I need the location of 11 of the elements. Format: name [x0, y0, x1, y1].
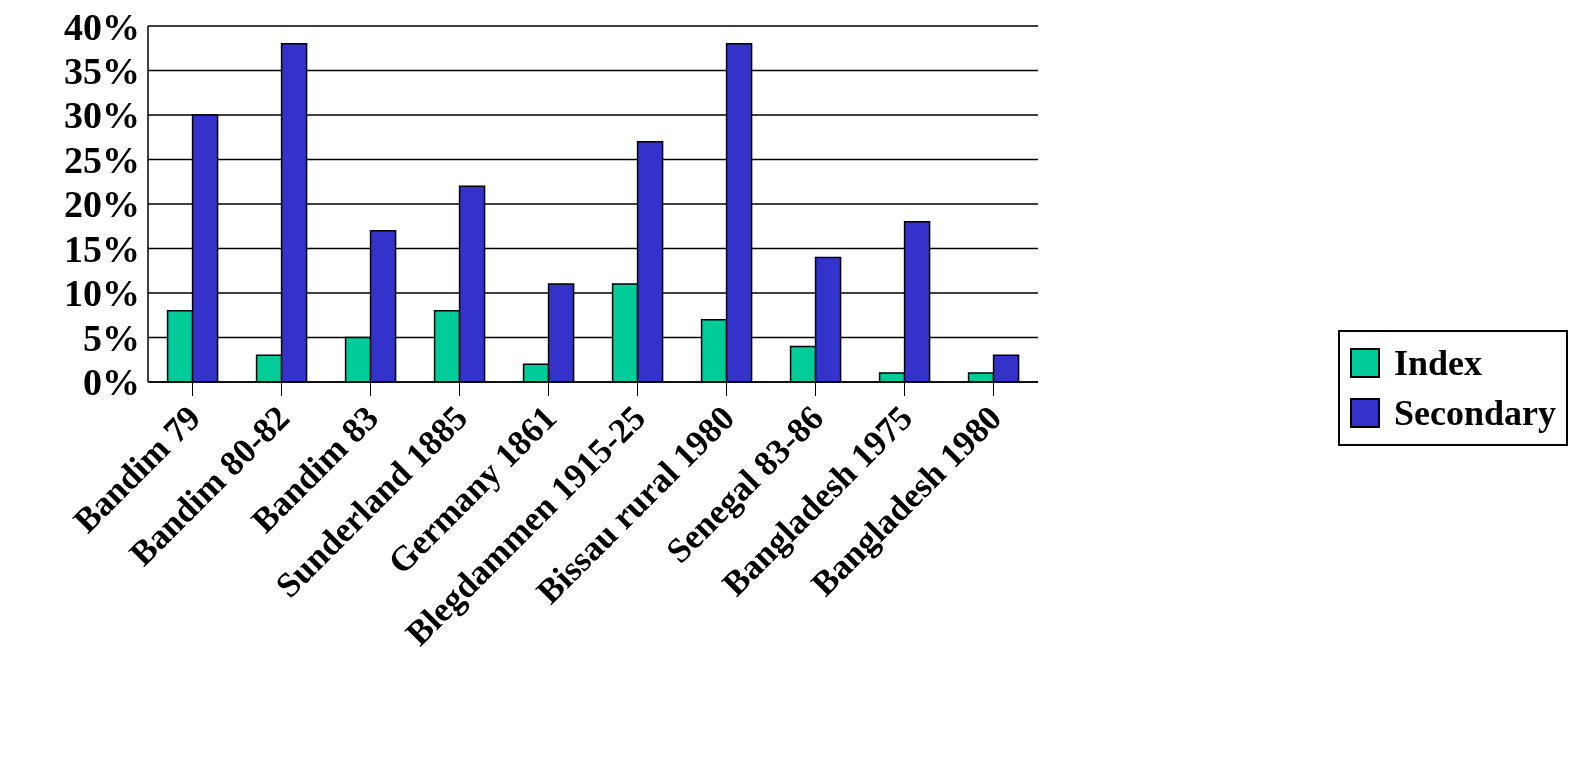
- y-tick-label: 15%: [64, 227, 140, 270]
- y-tick-label: 20%: [64, 183, 140, 226]
- y-tick-label: 30%: [64, 94, 140, 137]
- legend-label: Secondary: [1394, 392, 1556, 434]
- y-tick-label: 35%: [64, 49, 140, 92]
- legend-label: Index: [1394, 342, 1483, 384]
- y-tick-label: 40%: [64, 5, 140, 48]
- y-tick-label: 0%: [83, 361, 140, 404]
- y-tick-label: 10%: [64, 272, 140, 315]
- y-tick-label: 25%: [64, 138, 140, 181]
- y-tick-label: 5%: [83, 316, 140, 359]
